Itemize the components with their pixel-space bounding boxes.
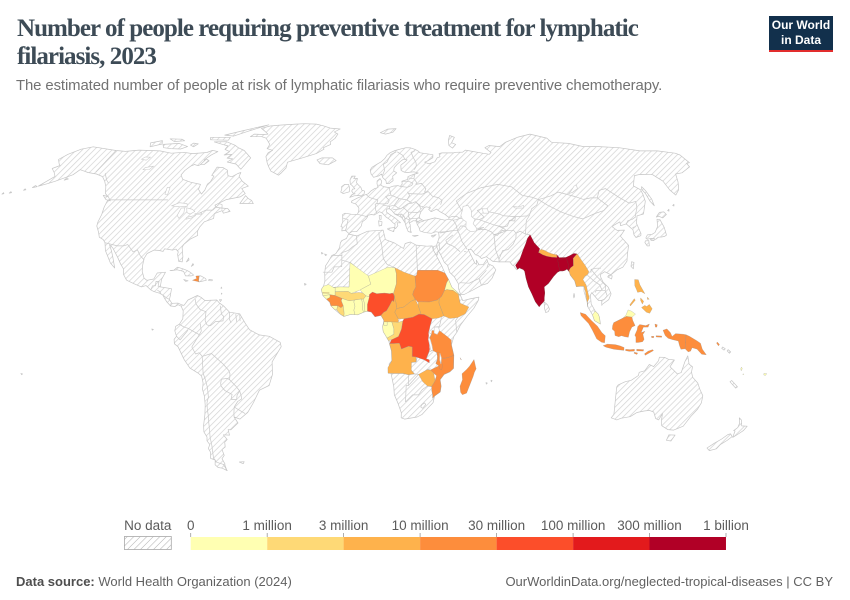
svg-text:300 million: 300 million xyxy=(617,518,682,533)
svg-text:1 million: 1 million xyxy=(242,518,292,533)
svg-text:0: 0 xyxy=(187,518,195,533)
svg-text:30 million: 30 million xyxy=(468,518,525,533)
svg-text:10 million: 10 million xyxy=(392,518,449,533)
svg-text:100 million: 100 million xyxy=(541,518,606,533)
svg-text:3 million: 3 million xyxy=(319,518,369,533)
svg-text:No data: No data xyxy=(124,518,172,533)
svg-text:1 billion: 1 billion xyxy=(703,518,749,533)
